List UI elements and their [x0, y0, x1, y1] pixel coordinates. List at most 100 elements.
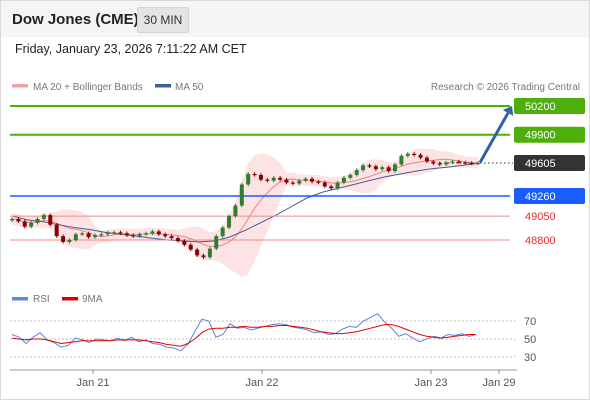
level-label-49050: 49050	[525, 211, 556, 223]
level-badge-49260	[514, 187, 585, 204]
candle-body	[131, 235, 136, 237]
candle-body	[201, 255, 206, 258]
x-tick-label: Jan 23	[414, 377, 447, 389]
candle-body	[41, 215, 46, 219]
rsi-line	[11, 313, 477, 352]
candle-body	[252, 173, 257, 176]
x-axis: Jan 21 Jan 22 Jan 23 Jan 29	[10, 369, 517, 389]
candle-body	[163, 234, 168, 237]
level-label-49260: 49260	[525, 191, 556, 203]
candle-body	[335, 182, 340, 189]
candle-body	[10, 218, 14, 221]
candle-body	[150, 231, 155, 234]
candle-body	[399, 155, 404, 165]
candle-body	[354, 170, 359, 175]
timeframe-button[interactable]: 30 MIN	[137, 7, 189, 33]
candle-body	[233, 205, 238, 217]
candle-body	[322, 182, 327, 187]
candle-body	[437, 163, 442, 165]
candle-body	[105, 232, 110, 235]
candle-body	[393, 164, 398, 172]
candle-body	[86, 233, 91, 238]
timestamp: Friday, January 23, 2026 7:11:22 AM CET	[15, 42, 247, 56]
candle-body	[22, 221, 27, 227]
ma50-legend-swatch	[155, 84, 171, 88]
rsi-tick-70: 70	[524, 316, 536, 328]
ma20-line	[11, 158, 479, 247]
x-tick-label: Jan 21	[76, 377, 109, 389]
candle-body	[271, 177, 276, 181]
candle-body	[188, 244, 193, 250]
candle-body	[35, 218, 40, 223]
candle-body	[348, 174, 353, 178]
rsi-tick-50: 50	[524, 334, 536, 346]
candle-body	[405, 153, 410, 156]
candle-body	[290, 182, 295, 184]
candle-body	[476, 162, 480, 165]
candle-body	[418, 154, 423, 158]
ma50-legend-label: MA 50	[175, 82, 204, 93]
candle-body	[16, 218, 21, 222]
candle-body	[169, 236, 174, 239]
candle-body	[118, 232, 123, 234]
candle-body	[456, 161, 461, 163]
candle-body	[297, 180, 302, 184]
candle-body	[463, 162, 468, 164]
level-label-49900: 49900	[525, 130, 556, 142]
candle-body	[329, 186, 334, 189]
x-tick-label: Jan 22	[245, 377, 278, 389]
ma20-legend-label: MA 20 + Bollinger Bands	[33, 82, 143, 93]
rsi-tick-30: 30	[524, 352, 536, 364]
candle-body	[380, 167, 385, 170]
credit-text: Research © 2026 Trading Central	[431, 82, 580, 93]
ma9-legend-swatch	[62, 297, 78, 301]
candle-body	[258, 174, 263, 180]
candle-body	[48, 215, 53, 225]
candle-body	[175, 238, 180, 241]
candle-body	[246, 173, 251, 185]
candle-body	[373, 166, 378, 170]
rsi-legend-label: RSI	[33, 294, 50, 305]
candle-body	[195, 249, 200, 256]
candle-body	[54, 224, 59, 237]
candle-body	[214, 236, 219, 249]
rsi-area: 70 50 30	[10, 313, 536, 364]
candle-body	[265, 179, 270, 181]
candle-body	[137, 234, 142, 237]
candle-body	[444, 162, 449, 165]
candle-body	[361, 165, 366, 171]
candle-body	[316, 181, 321, 183]
candle-body	[303, 178, 308, 181]
level-badge-50200	[514, 98, 585, 114]
candle-body	[99, 234, 104, 236]
candle-body	[367, 165, 372, 167]
candle-body	[156, 231, 161, 235]
candle-body	[124, 233, 129, 236]
bollinger-band	[12, 148, 478, 277]
candle-body	[239, 184, 244, 206]
ma20-legend-swatch	[12, 84, 28, 88]
candle-body	[144, 233, 149, 235]
projection-arrow-head	[502, 106, 514, 116]
price-area: 50200 49900 49260 49050 48800 49605	[10, 98, 585, 277]
candle-body	[310, 178, 315, 182]
level-label-48800: 48800	[525, 235, 556, 247]
ma9-legend-label: 9MA	[82, 294, 103, 305]
candle-body	[469, 162, 474, 165]
candle-body	[92, 235, 97, 238]
header-bar: Dow Jones (CME) 30 MIN	[1, 1, 589, 37]
candle-body	[284, 179, 289, 183]
candle-body	[73, 234, 78, 240]
candle-body	[412, 153, 417, 156]
ma50-line	[11, 162, 479, 243]
current-price-badge	[514, 154, 585, 171]
candle-body	[29, 222, 34, 227]
candle-body	[61, 236, 66, 242]
current-price-label: 49605	[525, 158, 556, 170]
candle-body	[182, 240, 187, 245]
level-label-50200: 50200	[525, 101, 556, 113]
candle-body	[112, 232, 117, 234]
candle-body	[431, 161, 436, 164]
